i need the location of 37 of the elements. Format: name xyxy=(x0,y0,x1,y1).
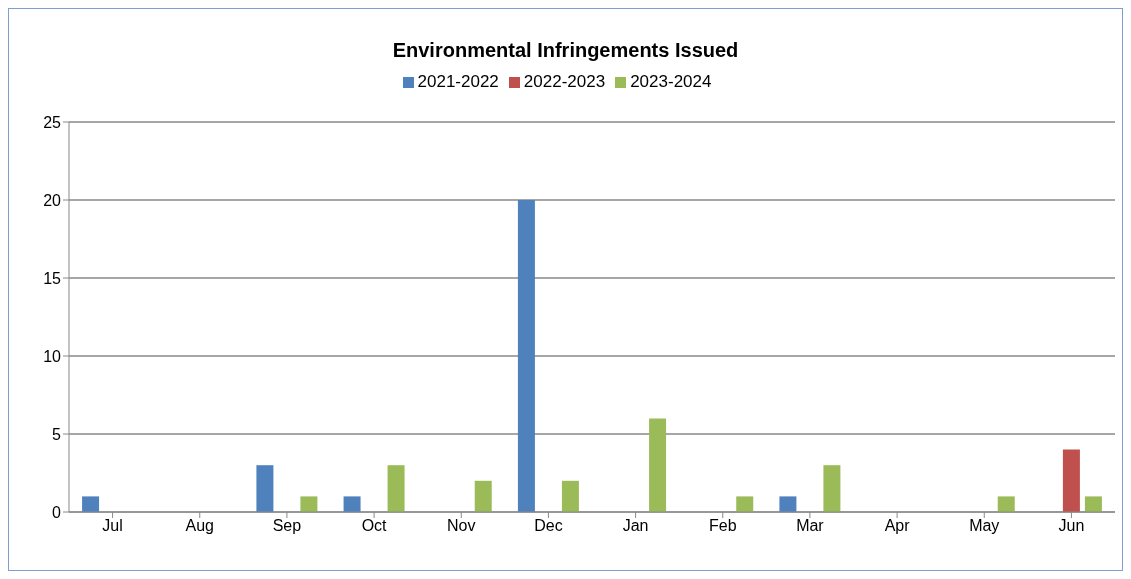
x-tick-label: Feb xyxy=(708,517,737,535)
bar xyxy=(736,496,754,512)
x-tick-label: May xyxy=(969,517,1000,535)
y-tick-label: 10 xyxy=(43,347,62,365)
bar xyxy=(517,200,535,512)
bar xyxy=(823,465,841,512)
bar xyxy=(387,465,405,512)
x-tick-label: Dec xyxy=(534,517,563,535)
bar xyxy=(82,496,100,512)
bar xyxy=(649,418,667,512)
x-tick-label: Jan xyxy=(622,517,649,535)
chart-title: Environmental Infringements Issued xyxy=(391,39,740,62)
bar xyxy=(1062,449,1080,512)
x-tick-label: Mar xyxy=(796,517,825,535)
bar xyxy=(300,496,318,512)
legend-label: 2021-2022 xyxy=(417,72,499,91)
legend-label: 2022-2023 xyxy=(523,72,606,91)
bar xyxy=(343,496,361,512)
bar xyxy=(997,496,1015,512)
y-tick-label: 15 xyxy=(43,269,62,287)
x-tick-label: Sep xyxy=(272,517,302,535)
y-tick-label: 20 xyxy=(43,191,62,209)
bar xyxy=(561,480,579,512)
x-tick-label: Jun xyxy=(1058,517,1085,535)
x-tick-label: Jul xyxy=(102,517,123,535)
x-tick-label: Oct xyxy=(361,517,388,535)
x-tick-label: Nov xyxy=(447,517,476,535)
y-tick-label: 5 xyxy=(52,425,62,443)
legend-label: 2023-2024 xyxy=(630,72,712,91)
y-tick-label: 0 xyxy=(52,503,62,521)
bar xyxy=(779,496,797,512)
bar xyxy=(474,480,492,512)
x-tick-label: Apr xyxy=(884,517,911,535)
bar xyxy=(256,465,274,512)
x-tick-label: Aug xyxy=(185,517,214,535)
y-tick-label: 25 xyxy=(43,113,62,131)
bar xyxy=(1084,496,1102,512)
